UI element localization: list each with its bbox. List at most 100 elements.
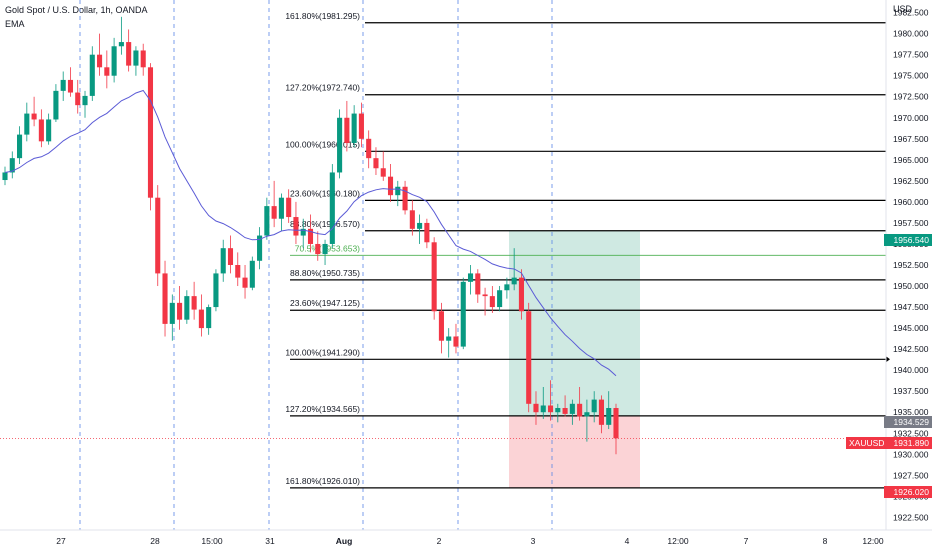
indicator-label[interactable]: EMA <box>5 19 25 29</box>
candle-body-38 <box>278 197 284 219</box>
candle-body-28 <box>206 307 212 329</box>
candle-body-30 <box>220 248 226 274</box>
candle-body-63 <box>460 281 466 347</box>
candle-body-44 <box>322 243 328 255</box>
candle-body-32 <box>235 265 241 278</box>
currency-label[interactable]: USD <box>893 4 913 14</box>
y-tick-20: 1932.500 <box>893 428 929 438</box>
candle-body-78 <box>569 403 575 414</box>
candle-body-8 <box>60 79 66 91</box>
candle-body-79 <box>577 403 583 417</box>
y-tick-24: 1922.500 <box>893 512 929 522</box>
y-tick-19: 1935.000 <box>893 407 929 417</box>
fib-label-10: 161.80%(1926.010) <box>285 476 360 486</box>
candle-body-22 <box>162 273 168 324</box>
y-tick-2: 1977.500 <box>893 50 929 60</box>
candle-body-45 <box>329 172 335 244</box>
candle-body-25 <box>184 296 190 320</box>
candle-body-5 <box>38 119 44 142</box>
candle-body-17 <box>126 42 132 66</box>
y-tick-1: 1980.000 <box>893 29 929 39</box>
y-tick-0: 1982.500 <box>893 8 929 18</box>
x-tick-3: 31 <box>265 536 275 546</box>
price-axis: 1982.500 1980.000 1977.500 1975.000 1972.500… <box>885 0 929 530</box>
candle-body-20 <box>147 67 154 198</box>
x-tick-11: 12:00 <box>862 536 884 546</box>
candle-body-47 <box>344 117 350 144</box>
x-tick-0: 27 <box>56 536 66 546</box>
candle-body-66 <box>482 294 488 297</box>
y-tick-3: 1975.000 <box>893 71 929 81</box>
candle-body-58 <box>424 222 430 243</box>
candle-body-62 <box>453 336 459 347</box>
candle-body-50 <box>366 138 372 159</box>
y-tick-12: 1952.500 <box>893 260 929 270</box>
candle-body-6 <box>46 119 52 142</box>
candle-body-56 <box>409 210 415 229</box>
candle-body-13 <box>97 54 103 68</box>
candle-body-80 <box>584 412 590 417</box>
candle-body-48 <box>351 113 357 144</box>
candle-body-59 <box>431 242 437 312</box>
candle-body-72 <box>526 311 532 404</box>
candle-body-29 <box>213 273 219 308</box>
candle-body-83 <box>606 408 612 425</box>
candle-body-75 <box>547 405 554 413</box>
candle-body-23 <box>169 302 175 324</box>
candle-body-74 <box>540 405 546 413</box>
y-tick-17: 1940.000 <box>893 365 929 375</box>
fib-arrow <box>886 356 890 363</box>
y-tick-18: 1937.500 <box>893 386 929 396</box>
x-tick-1: 28 <box>150 536 160 546</box>
candle-body-7 <box>53 90 59 120</box>
ema-path <box>4 89 617 377</box>
candle-body-77 <box>562 408 568 414</box>
candle-body-3 <box>24 113 30 135</box>
fib-label-7: 23.60%(1947.125) <box>290 298 360 308</box>
candle-body-11 <box>82 95 88 106</box>
candle-body-4 <box>31 113 37 120</box>
y-tick-13: 1950.000 <box>893 281 929 291</box>
candle-body-54 <box>395 186 401 196</box>
x-tick-7: 4 <box>625 536 630 546</box>
fib-label-8: 100.00%(1941.290) <box>285 347 360 357</box>
fib-label-9: 127.20%(1934.565) <box>285 404 360 414</box>
fib-label-3: 23.60%(1960.180) <box>290 188 360 198</box>
x-tick-10: 8 <box>823 536 828 546</box>
y-tick-21: 1930.000 <box>893 449 929 459</box>
y-tick-10: 1957.500 <box>893 218 929 228</box>
y-tick-22: 1927.500 <box>893 470 929 480</box>
candle-body-0 <box>2 172 8 181</box>
candle-body-55 <box>402 186 408 211</box>
candle-body-71 <box>518 277 524 312</box>
stop-zone <box>509 416 640 488</box>
candle-body-42 <box>307 228 314 244</box>
candle-body-51 <box>373 158 379 169</box>
candle-body-65 <box>475 273 481 295</box>
candle-body-67 <box>489 296 495 308</box>
price-tag-stop: 1926.020 <box>884 486 932 498</box>
candle-body-2 <box>17 134 23 159</box>
candle-body-76 <box>555 408 561 413</box>
candle-body-27 <box>198 309 204 329</box>
y-tick-4: 1972.500 <box>893 92 929 102</box>
candle-body-35 <box>257 235 263 261</box>
time-axis: 27 28 15:00 31 Aug 2 3 4 12:00 7 8 12:00 <box>0 529 932 546</box>
fibonacci-levels: 161.80%(1981.295) 127.20%(1972.740) 100.00… <box>0 11 890 489</box>
chart-title: Gold Spot / U.S. Dollar, 1h, OANDA <box>5 5 148 15</box>
y-tick-14: 1947.500 <box>893 302 929 312</box>
y-tick-8: 1962.500 <box>893 176 929 186</box>
candle-body-82 <box>598 399 604 425</box>
candle-body-81 <box>591 399 597 413</box>
candle-body-14 <box>104 67 110 76</box>
candle-body-43 <box>315 243 321 255</box>
y-tick-6: 1967.500 <box>893 134 929 144</box>
y-tick-7: 1965.000 <box>893 155 929 165</box>
candle-body-40 <box>293 217 299 236</box>
candle-body-10 <box>75 92 81 106</box>
candle-body-24 <box>177 302 183 320</box>
candle-body-73 <box>533 403 539 413</box>
fib-label-6: 88.80%(1950.735) <box>290 268 360 278</box>
session-separators <box>79 0 553 530</box>
